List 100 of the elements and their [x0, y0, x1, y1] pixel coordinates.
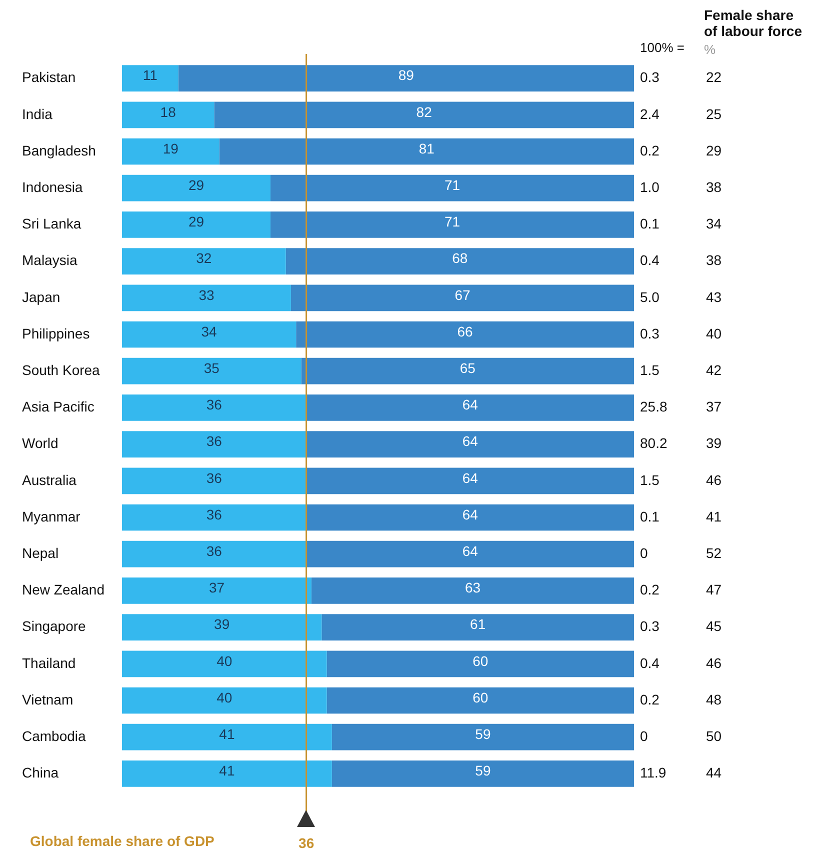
data-label: 64	[462, 506, 478, 522]
data-label: 64	[462, 542, 478, 559]
text: 43	[706, 288, 722, 305]
text: 42	[706, 362, 722, 378]
bar	[306, 431, 634, 458]
y-tick-label: Malaysia	[22, 252, 78, 268]
data-label: 11	[142, 67, 158, 84]
bar	[122, 174, 270, 202]
text: 1.0	[640, 178, 660, 195]
bar	[122, 248, 286, 274]
data-label: 63	[464, 580, 481, 596]
bar	[270, 174, 634, 202]
text: 46	[706, 654, 722, 671]
text: 38	[706, 178, 722, 195]
text: 44	[706, 764, 722, 781]
data-label: 36	[206, 542, 222, 559]
data-label: 64	[462, 433, 478, 450]
y-tick-label: Cambodia	[22, 728, 86, 744]
text: 0.2	[640, 691, 660, 708]
bar	[122, 540, 306, 568]
text: %	[704, 42, 716, 57]
bar	[270, 212, 634, 238]
data-label: 37	[208, 580, 225, 596]
text: 0.2	[640, 582, 660, 598]
bar	[122, 284, 291, 312]
ref-line-label: Global female share of GDP	[30, 832, 214, 849]
bar	[122, 321, 296, 348]
data-label: 82	[416, 104, 432, 120]
text: 100% =	[640, 40, 684, 55]
data-label: 36	[206, 396, 222, 413]
bar	[122, 138, 220, 165]
text: 0	[640, 728, 648, 744]
text: 0	[640, 544, 648, 561]
bar	[306, 468, 634, 494]
text: 36	[298, 834, 314, 851]
bar	[306, 394, 634, 421]
data-label: 89	[398, 67, 414, 84]
text: 0.1	[640, 508, 660, 524]
text: 29	[706, 142, 722, 158]
y-tick-label: China	[22, 764, 59, 781]
text: 2.4	[640, 106, 660, 122]
y-tick-label: Japan	[22, 288, 60, 305]
data-label: 61	[470, 616, 486, 632]
bar	[122, 578, 312, 604]
data-label: 60	[472, 652, 488, 669]
y-tick-label: Pakistan	[22, 69, 76, 86]
bar	[290, 284, 634, 312]
data-label: 35	[204, 360, 220, 376]
data-label: 41	[219, 762, 235, 779]
text: 38	[706, 252, 722, 268]
data-label: 59	[475, 762, 491, 779]
bar	[122, 724, 332, 750]
data-label: 36	[206, 433, 222, 450]
text: 0.4	[640, 252, 660, 268]
text: 5.0	[640, 288, 660, 305]
text: 39	[706, 435, 722, 452]
bar	[219, 138, 634, 165]
y-tick-label: Bangladesh	[22, 142, 96, 158]
bar	[122, 614, 322, 640]
text: 46	[706, 472, 722, 488]
bar	[322, 614, 634, 640]
data-label: 34	[201, 323, 218, 340]
data-label: 36	[206, 506, 222, 522]
data-label: 64	[462, 470, 478, 486]
bar	[326, 687, 634, 714]
data-label: 67	[454, 286, 470, 303]
text: 0.3	[640, 325, 660, 342]
data-label: 81	[418, 140, 435, 156]
bar	[122, 687, 327, 714]
text: 1.5	[640, 362, 660, 378]
data-label: 29	[188, 176, 204, 193]
y-tick-label: Nepal	[22, 544, 59, 561]
y-tick-label: Myanmar	[22, 508, 81, 524]
text: 0.4	[640, 654, 660, 671]
text: 1.5	[640, 472, 660, 488]
y-tick-label: Asia Pacific	[22, 398, 94, 415]
data-label: 60	[472, 689, 488, 706]
y-tick-label: South Korea	[22, 362, 100, 378]
y-tick-label: India	[22, 106, 53, 122]
y-tick-label: Philippines	[22, 325, 90, 342]
text: 47	[706, 582, 722, 598]
text: 41	[706, 508, 722, 524]
y-tick-label: Singapore	[22, 618, 86, 634]
data-label: 66	[457, 323, 474, 340]
data-label: 39	[214, 616, 230, 632]
data-label: 29	[188, 214, 204, 230]
bar	[286, 248, 634, 274]
bar	[306, 540, 634, 568]
text: 25.8	[640, 398, 668, 415]
text: 45	[706, 618, 722, 634]
text: 0.2	[640, 142, 660, 158]
bar	[301, 358, 634, 384]
text: 52	[706, 544, 722, 561]
bar	[122, 650, 327, 678]
data-label: 32	[196, 250, 212, 266]
data-label: 40	[216, 652, 232, 669]
data-label: 64	[462, 396, 478, 413]
bar	[306, 504, 634, 531]
data-label: 19	[162, 140, 179, 156]
data-label: 18	[160, 104, 176, 120]
